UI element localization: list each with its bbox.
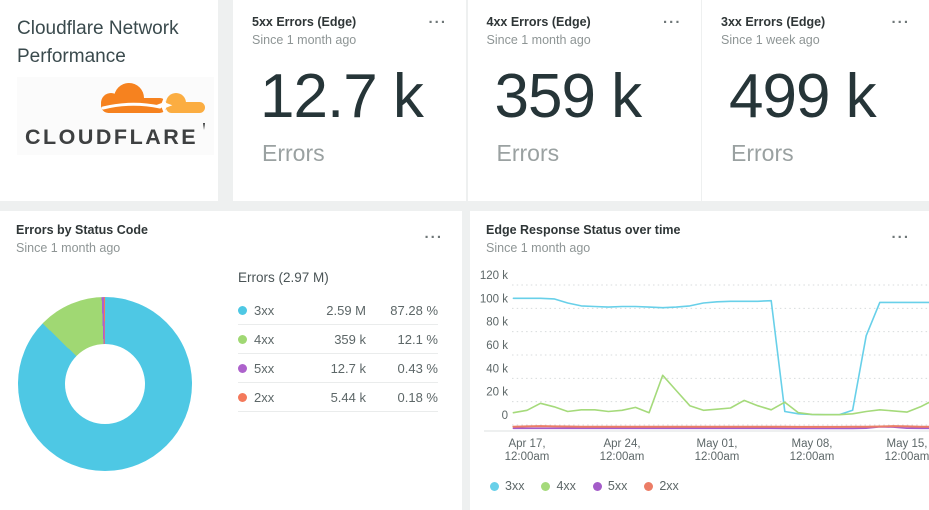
stat-value: 499 k — [729, 62, 877, 131]
legend-label: 2xx — [659, 479, 679, 493]
edge-response-status-panel: Edge Response Status over time Since 1 m… — [470, 211, 929, 510]
stat-unit: Errors — [262, 140, 325, 166]
stat-card-subtitle: Since 1 week ago — [721, 33, 820, 47]
legend-item-5xx[interactable]: 5xx — [592, 479, 628, 493]
legend-label: 3xx — [505, 479, 525, 493]
legend-percent: 12.1 % — [397, 331, 438, 347]
panel-subtitle: Since 1 month ago — [486, 241, 591, 255]
legend-value: 359 k — [334, 331, 366, 347]
legend-percent: 87.28 % — [390, 302, 438, 318]
svg-text:0: 0 — [502, 410, 508, 422]
donut-legend-table: Errors (2.97 M) 3xx 2.59 M 87.28 % 4xx 3… — [238, 270, 438, 412]
legend-row-5xx[interactable]: 5xx 12.7 k 0.43 % — [238, 354, 438, 383]
svg-text:80 k: 80 k — [486, 317, 508, 329]
legend-item-4xx[interactable]: 4xx — [541, 479, 576, 493]
svg-text:12:00am: 12:00am — [885, 451, 929, 462]
legend-label: 4xx — [556, 479, 576, 493]
stat-value: 12.7 k — [260, 62, 424, 131]
dashboard-title-card: Cloudflare Network Performance CLOUDFLAR… — [0, 0, 218, 201]
legend-percent: 0.43 % — [397, 360, 438, 376]
panel-title: Edge Response Status over time — [486, 223, 681, 237]
legend-label: 5xx — [254, 360, 275, 376]
stat-unit: Errors — [731, 140, 794, 166]
legend-row-3xx[interactable]: 3xx 2.59 M 87.28 % — [238, 296, 438, 325]
cloudflare-logo: CLOUDFLARE — [17, 77, 214, 155]
stat-card-subtitle: Since 1 month ago — [252, 33, 357, 47]
legend-value: 2.59 M — [326, 302, 366, 318]
legend-item-2xx[interactable]: 2xx — [644, 479, 679, 493]
svg-text:12:00am: 12:00am — [790, 451, 835, 462]
stat-card-title: 5xx Errors (Edge) — [252, 15, 357, 29]
legend-item-3xx[interactable]: 3xx — [490, 479, 524, 493]
legend-table-header: Errors (2.97 M) — [238, 270, 329, 285]
series-dot-4xx — [541, 481, 551, 491]
svg-text:Apr 24,: Apr 24, — [603, 438, 640, 450]
panel-title: Errors by Status Code — [16, 223, 148, 237]
logo-trademark — [203, 123, 205, 130]
legend-row-4xx[interactable]: 4xx 359 k 12.1 % — [238, 325, 438, 354]
svg-text:40 k: 40 k — [486, 363, 508, 375]
stat-card-5xx: 5xx Errors (Edge) Since 1 month ago ... … — [233, 0, 466, 201]
svg-text:120 k: 120 k — [480, 270, 508, 282]
series-dot-2xx — [644, 481, 654, 491]
stat-value: 359 k — [494, 62, 643, 131]
series-dot-3xx — [490, 481, 499, 491]
panel-subtitle: Since 1 month ago — [16, 241, 121, 255]
legend-value: 5.44 k — [330, 389, 366, 405]
cloudflare-cloud-icon — [101, 83, 205, 114]
series-dot-3xx — [238, 305, 247, 315]
errors-by-status-panel: Errors by Status Code Since 1 month ago … — [0, 211, 462, 510]
line-chart-legend: 3xx 4xx 5xx 2xx — [490, 479, 679, 493]
legend-label: 4xx — [254, 331, 275, 347]
card-menu-button[interactable]: ... — [887, 8, 914, 29]
legend-percent: 0.18 % — [397, 389, 438, 405]
series-dot-4xx — [238, 334, 247, 344]
series-dot-5xx — [592, 481, 602, 491]
legend-label: 2xx — [254, 389, 275, 405]
svg-text:100 k: 100 k — [480, 293, 508, 305]
cloudflare-logo-image: CLOUDFLARE — [17, 77, 214, 155]
legend-label: 3xx — [254, 302, 275, 318]
svg-text:12:00am: 12:00am — [505, 451, 550, 462]
stat-card-subtitle: Since 1 month ago — [486, 33, 591, 47]
svg-text:May 01,: May 01, — [697, 438, 738, 450]
card-menu-button[interactable]: ... — [424, 8, 451, 29]
svg-text:12:00am: 12:00am — [695, 451, 740, 462]
page-title: Cloudflare Network Performance — [17, 18, 179, 67]
series-dot-2xx — [238, 392, 247, 402]
svg-text:12:00am: 12:00am — [600, 451, 645, 462]
svg-text:60 k: 60 k — [486, 340, 508, 352]
panel-menu-button[interactable]: ... — [887, 223, 914, 244]
svg-text:Apr 17,: Apr 17, — [508, 438, 545, 450]
svg-text:May 08,: May 08, — [792, 438, 833, 450]
svg-text:May 15,: May 15, — [887, 438, 928, 450]
logo-background — [17, 77, 214, 155]
legend-row-2xx[interactable]: 2xx 5.44 k 0.18 % — [238, 383, 438, 412]
stat-card-3xx: 3xx Errors (Edge) Since 1 week ago ... 4… — [702, 0, 929, 201]
stat-card-title: 4xx Errors (Edge) — [486, 15, 591, 29]
legend-value: 12.7 k — [330, 360, 366, 376]
card-menu-button[interactable]: ... — [659, 8, 686, 29]
logo-wordmark: CLOUDFLARE — [25, 125, 198, 149]
stat-card-title: 3xx Errors (Edge) — [721, 15, 826, 29]
panel-menu-button[interactable]: ... — [420, 223, 447, 244]
donut-chart[interactable] — [18, 297, 192, 471]
svg-text:20 k: 20 k — [486, 387, 508, 399]
legend-label: 5xx — [607, 479, 628, 493]
stat-unit: Errors — [496, 140, 560, 166]
stat-card-4xx: 4xx Errors (Edge) Since 1 month ago ... … — [467, 0, 701, 201]
series-dot-5xx — [238, 363, 247, 373]
